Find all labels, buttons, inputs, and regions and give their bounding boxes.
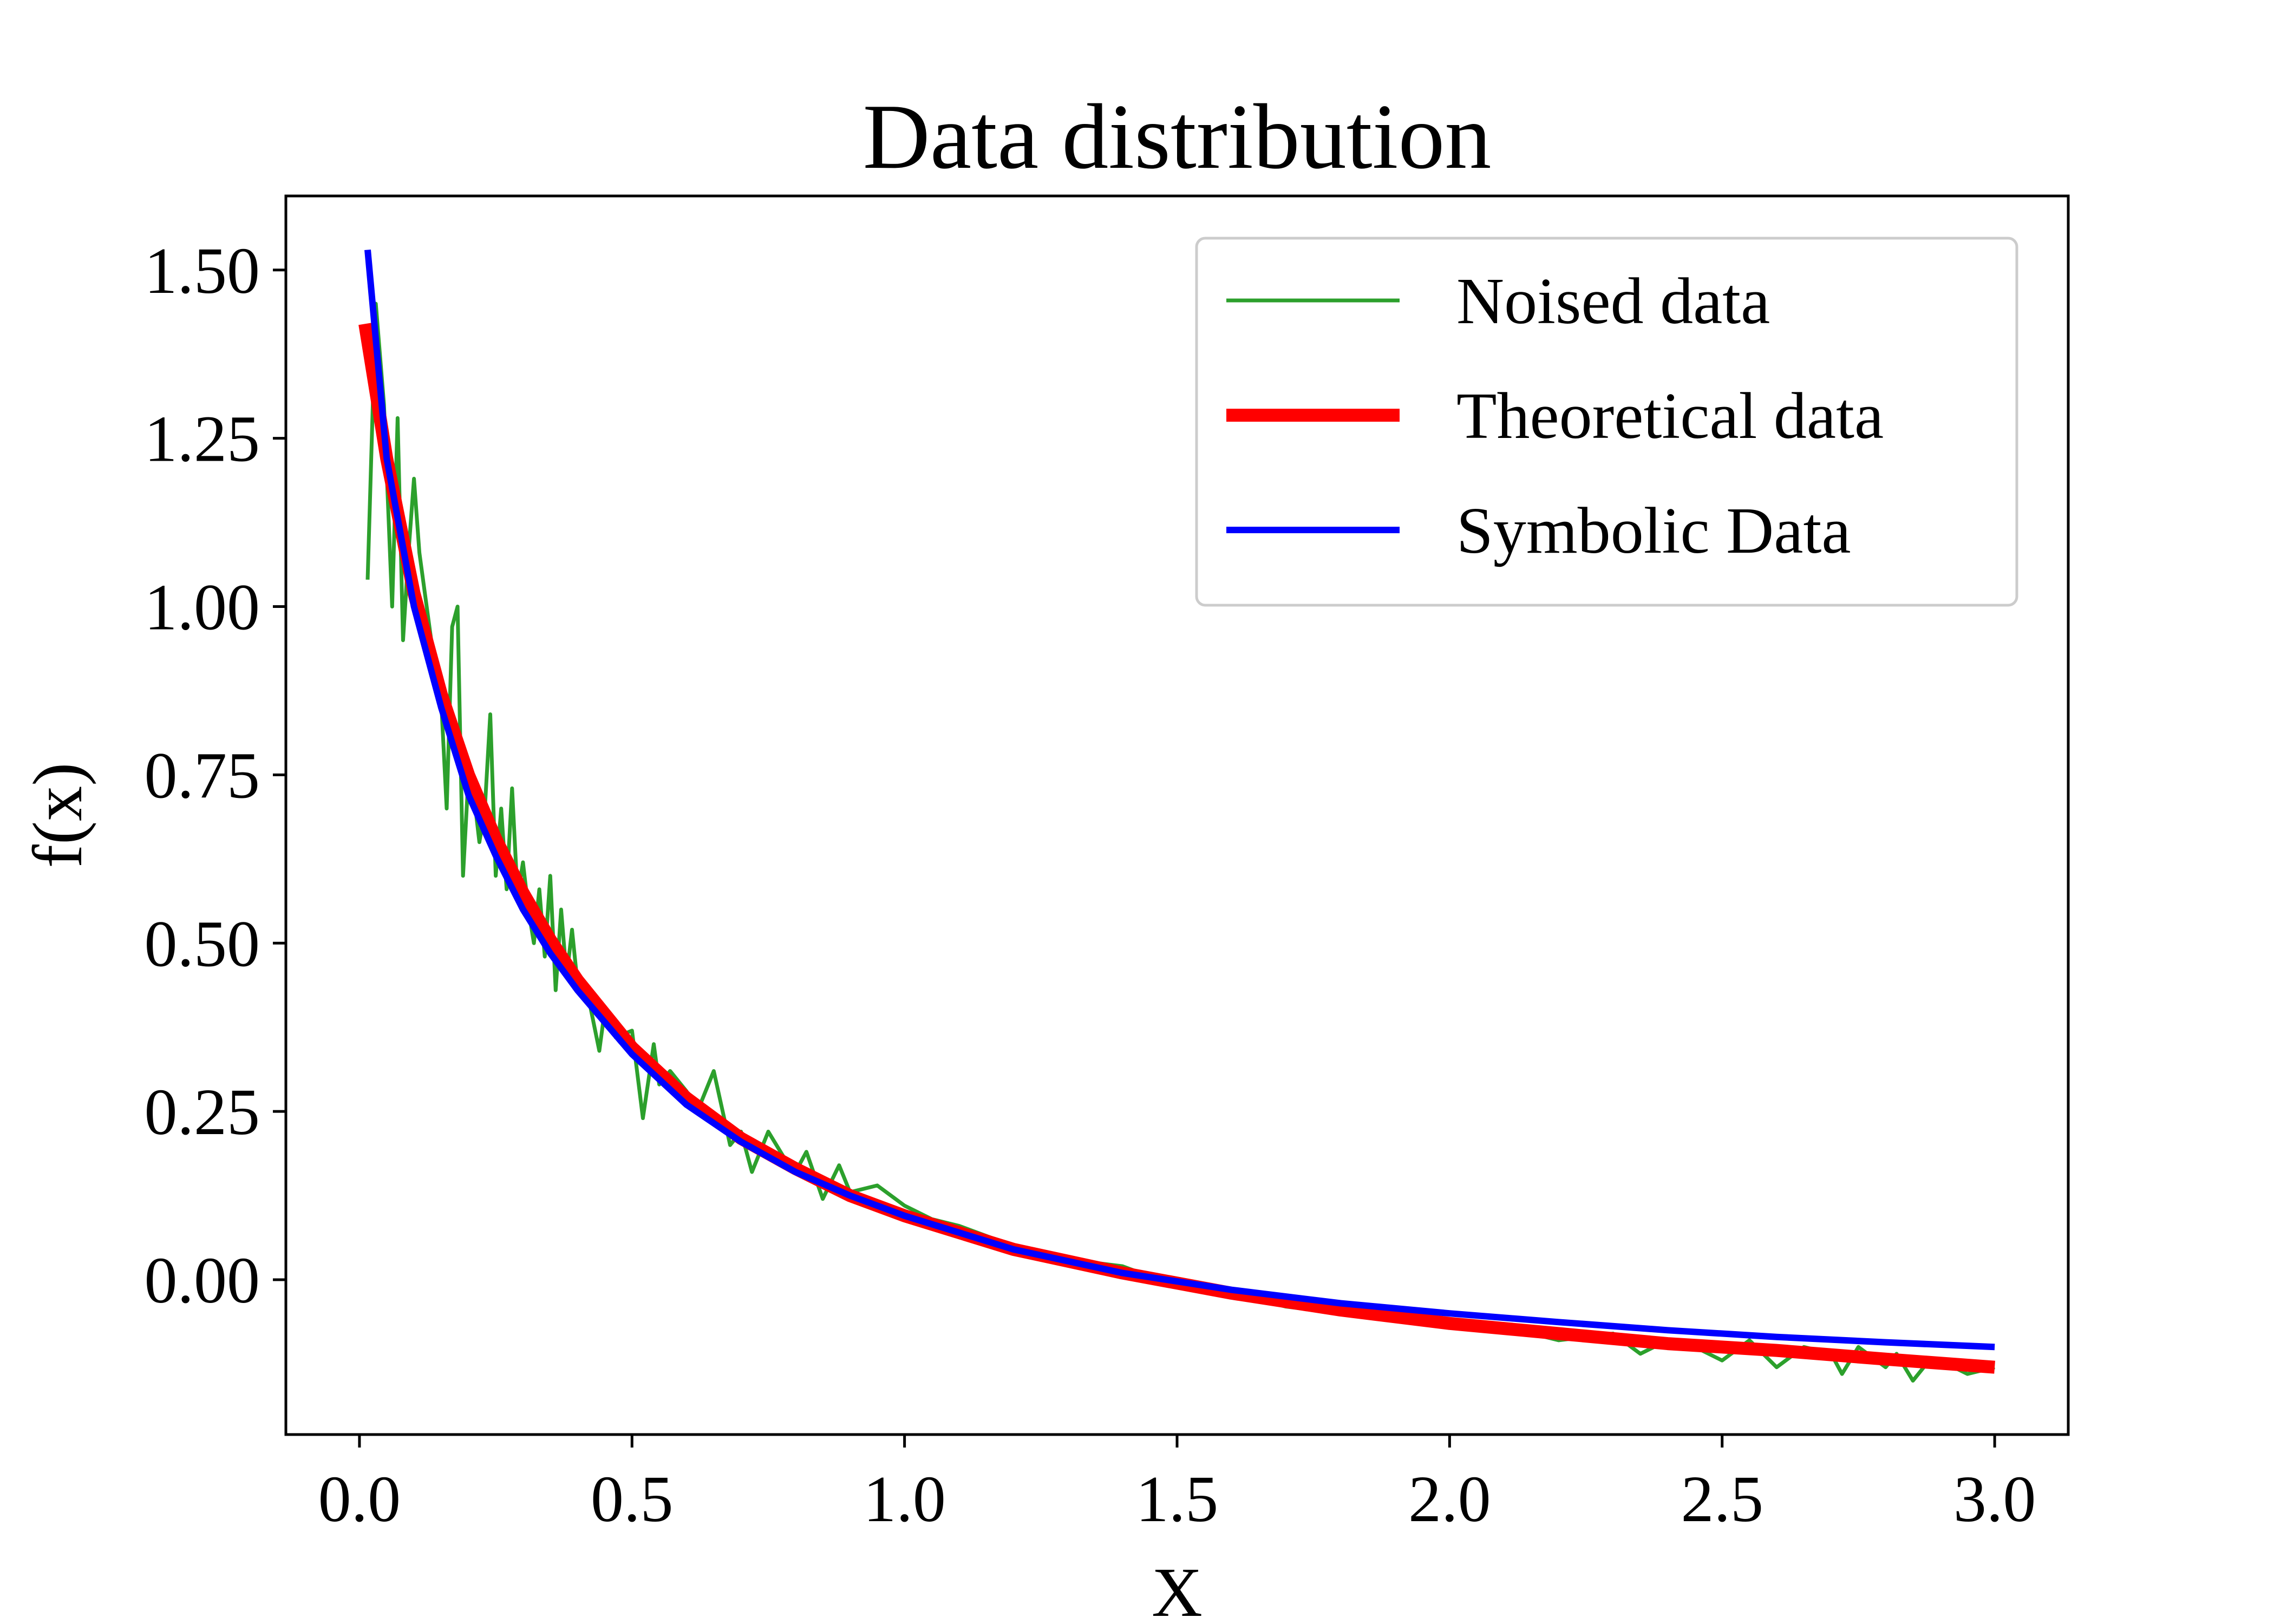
x-axis-label: X <box>1152 1554 1203 1624</box>
chart-title: Data distribution <box>863 86 1492 188</box>
y-tick-label: 0.00 <box>145 1244 260 1317</box>
y-tick-label: 1.25 <box>145 403 260 476</box>
y-tick-label: 1.50 <box>145 234 260 307</box>
legend-label: Symbolic Data <box>1456 494 1851 567</box>
y-tick-label: 0.25 <box>145 1076 260 1149</box>
x-axis-ticks: 0.0 0.5 1.0 1.5 2.0 2.5 3.0 <box>318 1435 2036 1536</box>
x-tick-label: 3.0 <box>1953 1463 2036 1536</box>
x-tick-label: 0.0 <box>318 1463 401 1536</box>
x-tick-label: 2.5 <box>1681 1463 1763 1536</box>
y-axis-label: f(x) <box>19 763 97 868</box>
legend: Noised data Theoretical data Symbolic Data <box>1195 237 2018 607</box>
legend-label: Noised data <box>1456 265 1770 338</box>
legend-box <box>1195 237 2018 607</box>
y-tick-label: 1.00 <box>145 571 260 644</box>
x-tick-label: 2.0 <box>1408 1463 1491 1536</box>
y-tick-label: 0.50 <box>145 907 260 980</box>
series-line-symbolic-data <box>364 249 1995 1351</box>
y-tick-label: 0.75 <box>145 739 260 812</box>
x-tick-label: 1.0 <box>863 1463 946 1536</box>
y-axis-ticks: 0.00 0.25 0.50 0.75 1.00 1.25 1.50 <box>145 234 286 1317</box>
x-tick-label: 0.5 <box>591 1463 674 1536</box>
x-tick-label: 1.5 <box>1136 1463 1219 1536</box>
legend-label: Theoretical data <box>1456 379 1884 453</box>
